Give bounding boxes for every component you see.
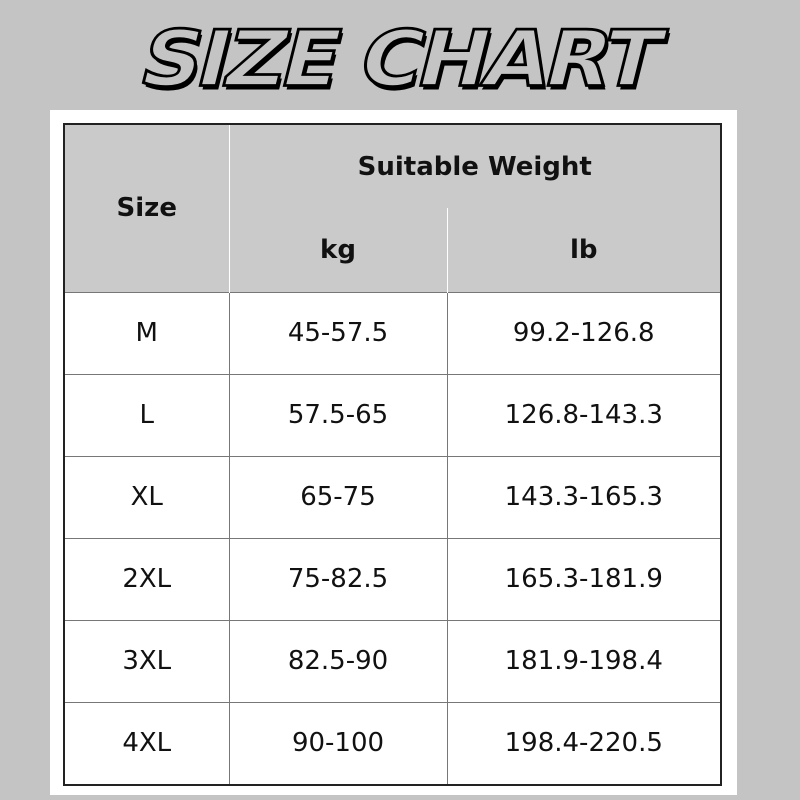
cell-lb: 181.9-198.4 [446,619,721,702]
cell-size: L [63,373,229,456]
table-row: XL 65-75 143.3-165.3 [63,455,721,538]
cell-kg: 65-75 [228,455,447,538]
cell-kg: 82.5-90 [228,619,447,702]
cell-lb: 126.8-143.3 [446,373,721,456]
table-row: L 57.5-65 126.8-143.3 [63,373,721,456]
cell-kg: 45-57.5 [228,291,447,374]
cell-lb: 165.3-181.9 [446,537,721,620]
cell-size: 2XL [63,537,229,620]
header-kg: kg [228,208,447,292]
header-lb: lb [446,208,721,292]
table-row: 4XL 90-100 198.4-220.5 [63,701,721,785]
cell-lb: 99.2-126.8 [446,291,721,374]
table-row: 3XL 82.5-90 181.9-198.4 [63,619,721,702]
cell-lb: 198.4-220.5 [446,701,721,785]
cell-size: M [63,291,229,374]
cell-size: XL [63,455,229,538]
table-row: 2XL 75-82.5 165.3-181.9 [63,537,721,620]
cell-size: 3XL [63,619,229,702]
table-row: M 45-57.5 99.2-126.8 [63,291,721,374]
header-size: Size [64,124,229,292]
size-chart-title: SIZE CHART [130,12,670,105]
size-table: Size Suitable Weight kg lb M 45-57.5 99.2-… [63,123,722,786]
header-suitable-weight: Suitable Weight [228,124,721,208]
cell-kg: 57.5-65 [228,373,447,456]
cell-size: 4XL [63,701,229,785]
cell-kg: 90-100 [228,701,447,785]
cell-lb: 143.3-165.3 [446,455,721,538]
cell-kg: 75-82.5 [228,537,447,620]
